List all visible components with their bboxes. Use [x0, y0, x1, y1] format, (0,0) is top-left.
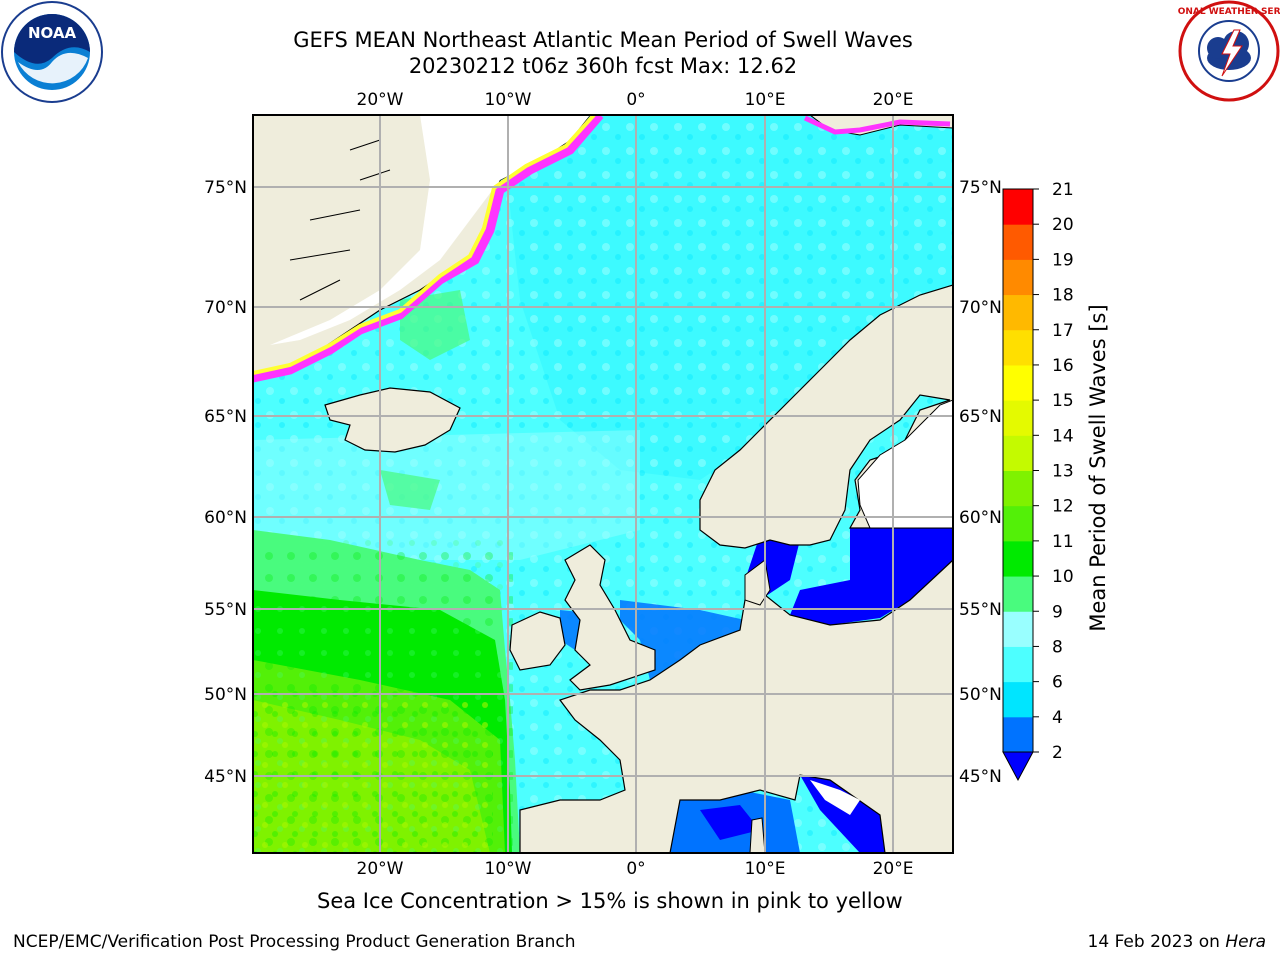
- right-lat-label: 50°N: [959, 685, 1002, 705]
- colorbar-tick-label: 16: [1052, 356, 1074, 376]
- nws-logo-text: NATIONAL WEATHER SERVICE: [1178, 7, 1280, 17]
- noaa-logo-text: NOAA: [28, 24, 77, 42]
- top-lon-label: 20°E: [873, 90, 914, 110]
- colorbar-under-arrow: [1002, 751, 1034, 782]
- right-lat-label: 55°N: [959, 600, 1002, 620]
- greenland-fjords: [289, 139, 391, 301]
- left-lat-label: 45°N: [204, 767, 247, 787]
- top-lon-label: 0°: [626, 90, 645, 110]
- bottom-lon-label: 10°W: [485, 859, 532, 879]
- colorbar-tick-label: 6: [1052, 673, 1063, 693]
- colorbar-segment: [1003, 576, 1033, 612]
- bottom-lon-label: 20°E: [873, 859, 914, 879]
- top-lon-label: 10°W: [485, 90, 532, 110]
- sea-ice-edge-inner: [253, 115, 596, 375]
- sardinia-land: [749, 817, 766, 853]
- colorbar-segment: [1003, 224, 1033, 260]
- colorbar-tick-label: 19: [1052, 250, 1074, 270]
- great-britain-land: [564, 544, 656, 691]
- colorbar-tick-label: 21: [1052, 180, 1074, 200]
- swell-lime-texture: [253, 690, 493, 853]
- svalbard-ice-edge: [803, 115, 951, 135]
- top-lon-labels: 20°W 10°W 0° 10°E 20°E: [357, 90, 914, 110]
- colorbar-segment: [1003, 505, 1033, 542]
- bottom-lon-label: 20°W: [357, 859, 404, 879]
- colorbar-segment: [1003, 435, 1033, 471]
- colorbar-tick-label: 20: [1052, 215, 1074, 235]
- colorbar-tick-label: 12: [1052, 497, 1074, 517]
- colorbar-tick-label: 8: [1052, 637, 1063, 657]
- left-lat-label: 50°N: [204, 685, 247, 705]
- colorbar-segment: [1003, 364, 1033, 401]
- top-lon-label: 20°W: [357, 90, 404, 110]
- colorbar-segment: [1003, 611, 1033, 647]
- colorbar-segment: [1003, 294, 1033, 331]
- left-lat-label: 70°N: [204, 298, 247, 318]
- mediterranean-deep: [700, 805, 760, 840]
- italy-white: [810, 780, 860, 815]
- colorbar-segment: [1003, 646, 1033, 683]
- baltic-sea: [790, 528, 953, 625]
- sea-ice-edge: [253, 115, 604, 383]
- colorbar-tick-label: 11: [1052, 532, 1074, 552]
- left-lat-label: 60°N: [204, 508, 247, 528]
- bottom-lon-labels: 20°W 10°W 0° 10°E 20°E: [357, 859, 914, 879]
- chart-subtitle: 20230212 t06z 360h fcst Max: 12.62: [408, 54, 798, 78]
- colorbar-tick-label: 10: [1052, 567, 1074, 587]
- colorbar-tick-label: 15: [1052, 391, 1074, 411]
- chart-title: GEFS MEAN Northeast Atlantic Mean Period…: [293, 28, 913, 52]
- right-lat-label: 70°N: [959, 298, 1002, 318]
- right-lat-label: 65°N: [959, 407, 1002, 427]
- colorbar-segment: [1003, 716, 1033, 753]
- right-lat-label: 60°N: [959, 508, 1002, 528]
- colorbar: [1002, 188, 1034, 782]
- iceland-land: [324, 387, 461, 453]
- greenland-ice-sheet: [270, 115, 590, 345]
- colorbar-tick-label: 4: [1052, 708, 1063, 728]
- colorbar-segment: [1003, 470, 1033, 507]
- colorbar-segment: [1003, 540, 1033, 577]
- colorbar-ticks: 2 4 6 8 9 10 11 12 13 14 15 16 17 18 19 20 21: [1033, 180, 1074, 763]
- bottom-lon-label: 10°E: [745, 859, 786, 879]
- colorbar-segment: [1003, 329, 1033, 366]
- swell-patch: [380, 470, 440, 510]
- left-lat-label: 75°N: [204, 178, 247, 198]
- left-lat-labels: 75°N 70°N 65°N 60°N 55°N 50°N 45°N: [204, 178, 247, 787]
- colorbar-tick-label: 9: [1052, 602, 1063, 622]
- colorbar-tick-label: 13: [1052, 462, 1074, 482]
- graticule: [253, 115, 953, 853]
- right-lat-labels: 75°N 70°N 65°N 60°N 55°N 50°N 45°N: [959, 178, 1002, 787]
- footer-date: 14 Feb 2023 on Hera: [1088, 932, 1266, 952]
- bottom-lon-label: 0°: [626, 859, 645, 879]
- colorbar-segment: [1003, 189, 1033, 225]
- colorbar-tick-label: 14: [1052, 426, 1074, 446]
- colorbar-segment: [1003, 681, 1033, 718]
- colorbar-segment: [1003, 400, 1033, 436]
- colorbar-tick-label: 18: [1052, 286, 1074, 306]
- left-lat-label: 55°N: [204, 600, 247, 620]
- footer-date-text: 14 Feb 2023 on: [1087, 932, 1226, 952]
- colorbar-tick-label: 2: [1052, 743, 1063, 763]
- sea-ice-note: Sea Ice Concentration > 15% is shown in …: [317, 889, 903, 913]
- gulf-of-bothnia: [857, 399, 953, 529]
- right-lat-label: 45°N: [959, 767, 1002, 787]
- noaa-logo: NOAA: [1, 1, 103, 103]
- colorbar-tick-label: 17: [1052, 321, 1074, 341]
- colorbar-segment: [1003, 259, 1033, 296]
- footer-credit: NCEP/EMC/Verification Post Processing Pr…: [13, 932, 576, 952]
- map-area: [253, 115, 953, 853]
- top-lon-label: 10°E: [745, 90, 786, 110]
- ocean-pale-band: [253, 430, 640, 560]
- ireland-land: [509, 611, 566, 671]
- right-lat-label: 75°N: [959, 178, 1002, 198]
- nws-logo: NATIONAL WEATHER SERVICE: [1178, 0, 1280, 102]
- footer-host: Hera: [1225, 932, 1266, 952]
- left-lat-label: 65°N: [204, 407, 247, 427]
- map-frame: [252, 114, 954, 854]
